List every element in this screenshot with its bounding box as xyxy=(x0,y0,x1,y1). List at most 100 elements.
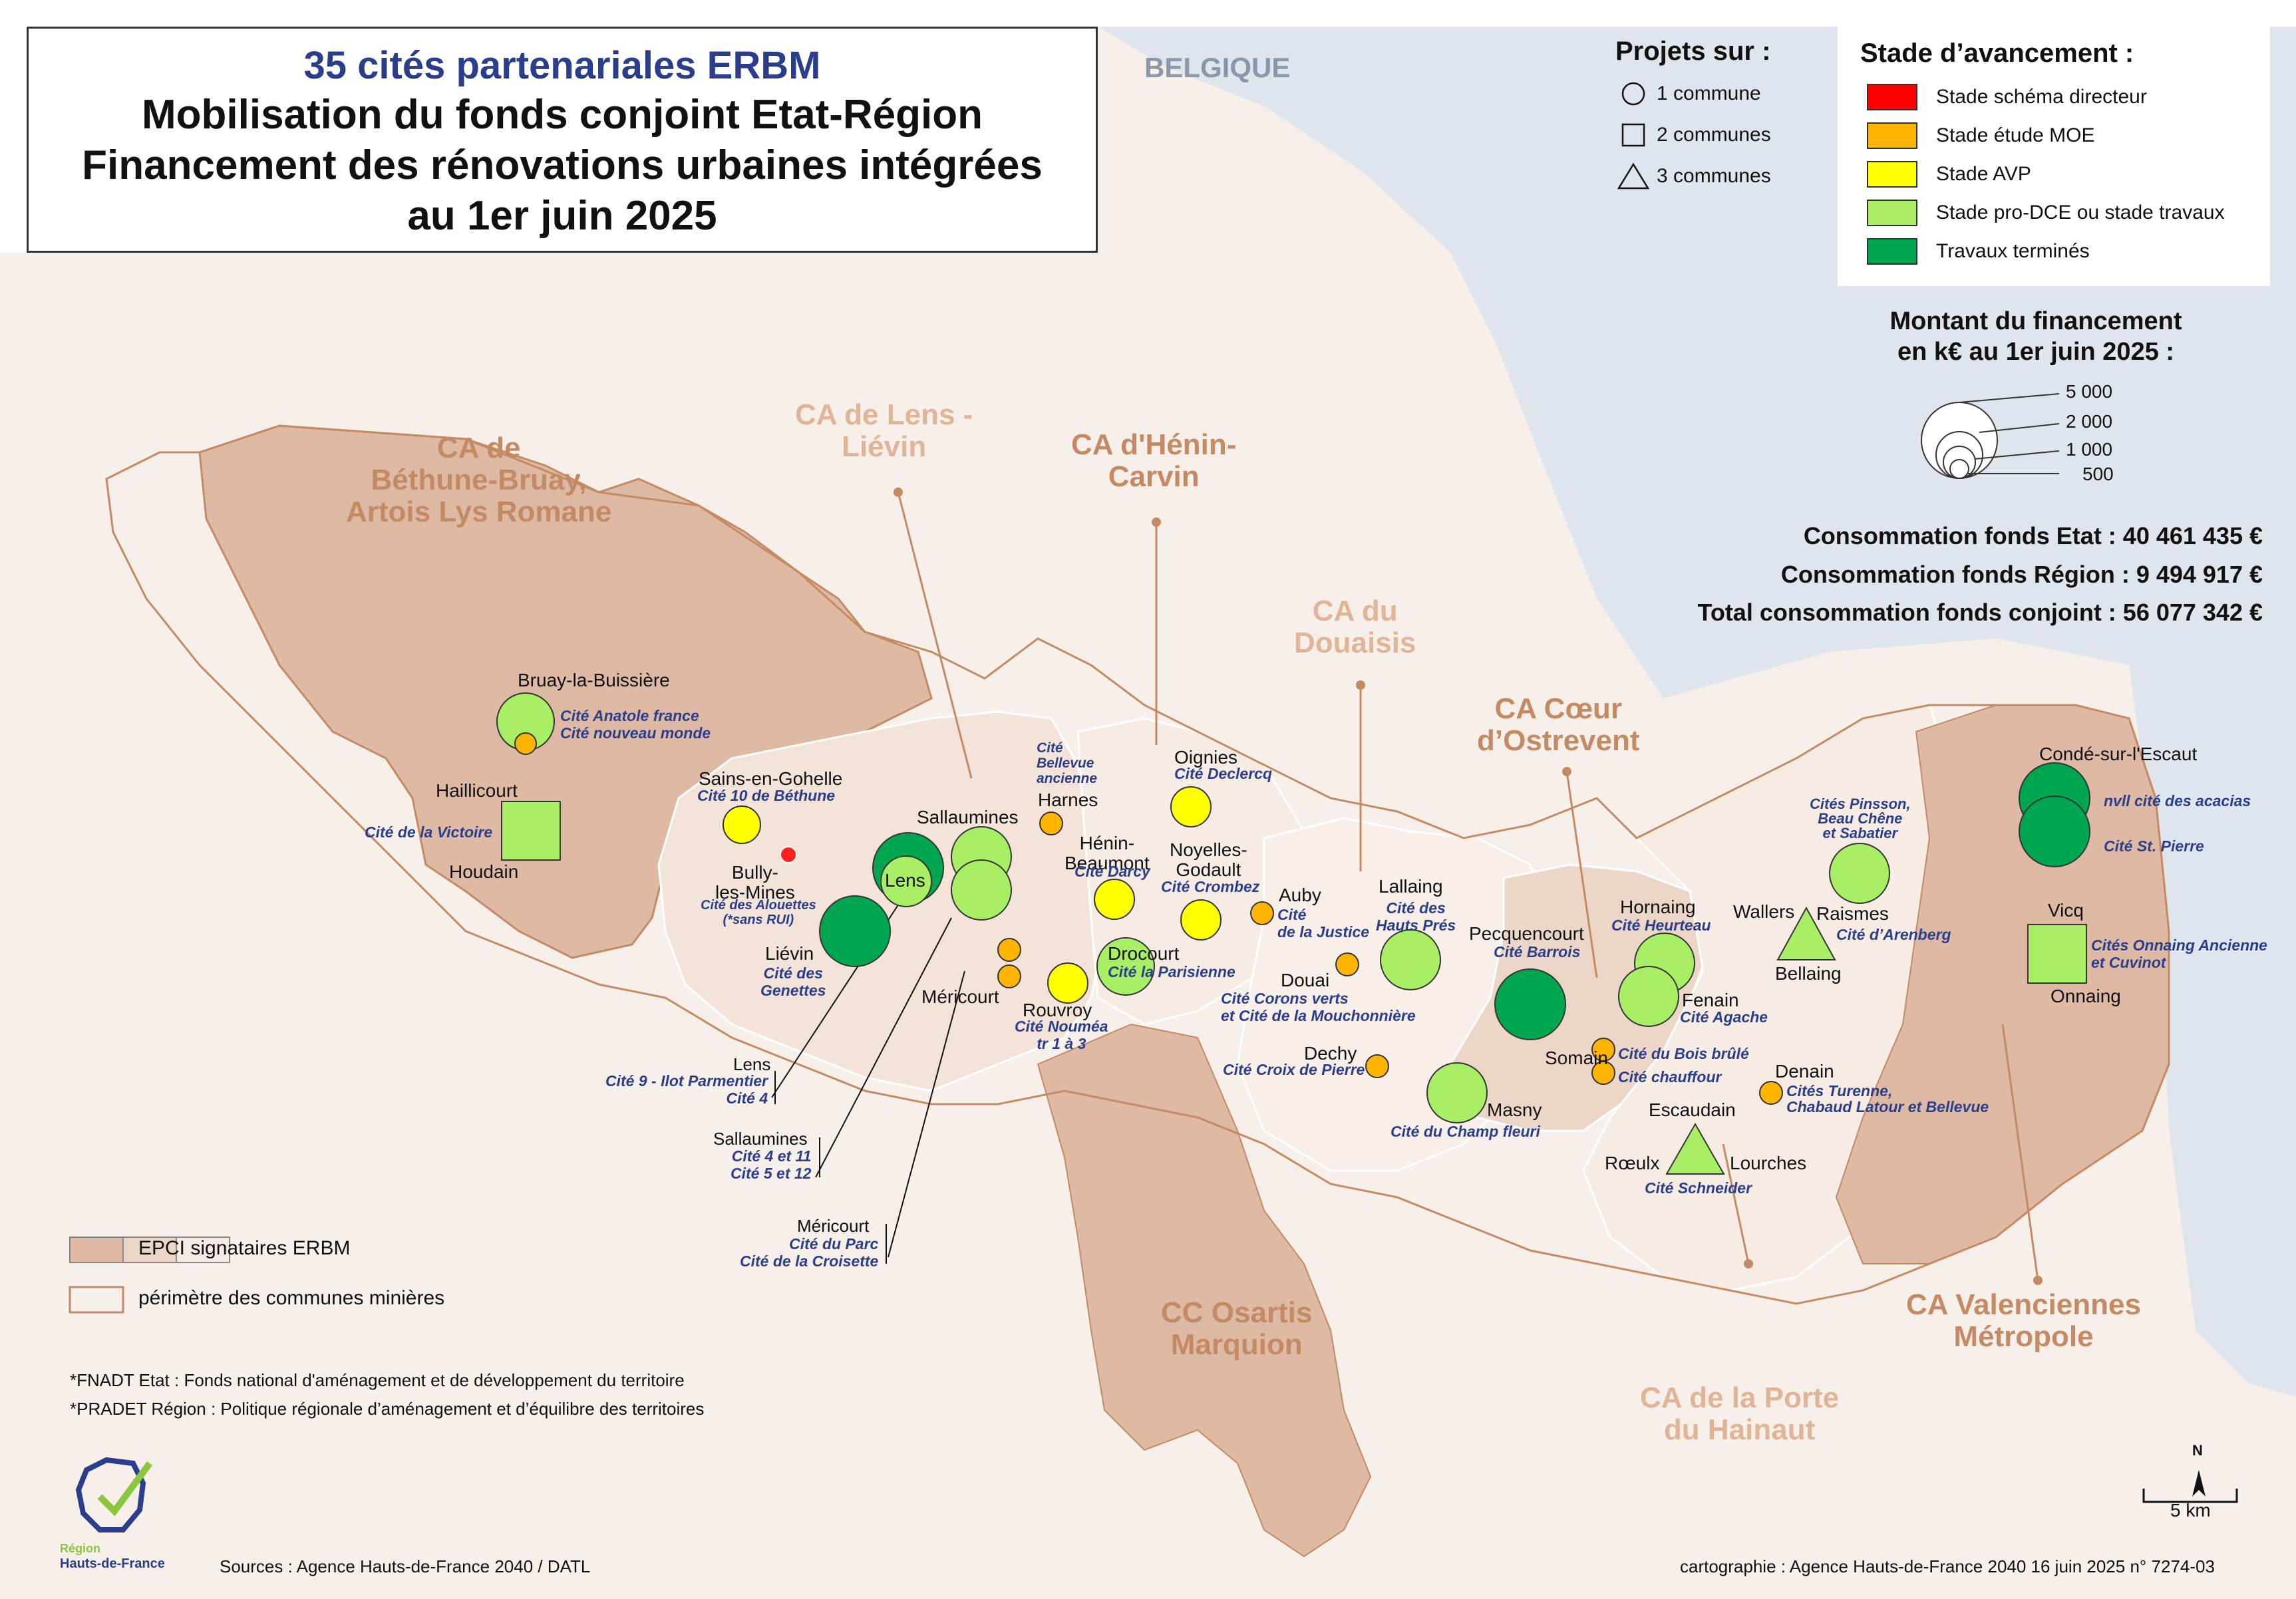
projets-item-label: 3 communes xyxy=(1657,165,1771,187)
marker-harnes xyxy=(1039,811,1063,835)
cite-label: Cité de la Victoire xyxy=(365,823,493,841)
montant-circles xyxy=(1921,402,1998,479)
callout-cites: Cité 9 - Ilot Parmentier Cité 4 xyxy=(605,1072,768,1107)
city-label: Douai xyxy=(1281,970,1330,990)
cite-label: Cités Pinsson, Beau Chêne et Sabatier xyxy=(1810,796,1911,841)
city-label: Hornaing xyxy=(1620,897,1696,917)
callout-city: Méricourt xyxy=(797,1216,870,1236)
stade-legend: Stade d’avancement : Stade schéma direct… xyxy=(1838,27,2270,286)
stade-item: Stade AVP xyxy=(1867,155,2270,194)
perimeter-swatch xyxy=(69,1286,124,1314)
montant-title-1: Montant du financement xyxy=(1889,307,2182,335)
cite-label: Cité Schneider xyxy=(1645,1179,1752,1197)
city-label: Auby xyxy=(1279,885,1321,905)
city-label: Pecquencourt xyxy=(1469,923,1584,944)
epci-ostrevent xyxy=(1449,863,1705,1132)
epci-label-lens: CA de Lens - Liévin xyxy=(795,398,973,463)
city-label: Bully- les-Mines xyxy=(715,862,795,903)
marker-rouvroy xyxy=(1047,962,1088,1004)
triangle-icon xyxy=(1610,162,1657,190)
city-label: Lallaing xyxy=(1379,876,1443,897)
fnadt-note: *FNADT Etat : Fonds national d'aménageme… xyxy=(70,1370,685,1390)
marker-henin xyxy=(1094,879,1135,920)
projets-legend: Projets sur : 1 commune 2 communes 3 com… xyxy=(1610,37,1771,197)
region-logo-icon xyxy=(75,1457,153,1532)
projets-legend-title: Projets sur : xyxy=(1615,37,1771,66)
callout-city: Lens xyxy=(733,1054,771,1074)
circle-icon xyxy=(1610,80,1657,107)
marker-lens-2 xyxy=(880,855,932,907)
stade-label: Stade AVP xyxy=(1936,163,2031,185)
callout-cites: Cité 4 et 11 Cité 5 et 12 xyxy=(731,1147,812,1182)
scale-label: 5 km xyxy=(2170,1500,2211,1521)
city-label: Wallers xyxy=(1733,901,1795,922)
stade-swatch xyxy=(1867,238,1917,265)
marker-mericourt-1 xyxy=(997,938,1021,962)
epci-lens xyxy=(657,710,1106,1092)
montant-value: 5 000 xyxy=(2066,381,2113,402)
conso-region: Consommation fonds Région : 9 494 917 € xyxy=(1780,561,2263,588)
city-label: Hénin- Beaumont xyxy=(1065,833,1150,873)
cite-label: Cité 10 de Béthune xyxy=(697,787,836,804)
cite-label: Cité Declercq xyxy=(1174,765,1273,782)
cite-label: Cité Darcy xyxy=(1074,863,1150,880)
cite-label: Cité Agache xyxy=(1680,1008,1768,1026)
city-label: Bruay-la-Buissière xyxy=(518,670,670,690)
conso-total: Total consommation fonds conjoint : 56 0… xyxy=(1697,599,2263,626)
marker-vicq xyxy=(2027,924,2087,984)
projets-item-label: 1 commune xyxy=(1657,82,1761,104)
stade-label: Stade pro-DCE ou stade travaux xyxy=(1936,202,2225,223)
marker-lallaing xyxy=(1380,929,1441,990)
callout-city: Sallaumines xyxy=(713,1129,808,1149)
city-label: Fenain xyxy=(1682,990,1739,1010)
project-symbols xyxy=(496,692,2090,1175)
conso-etat: Consommation fonds Etat : 40 461 435 € xyxy=(1803,522,2263,549)
epci-label-osartis: CC Osartis Marquion xyxy=(1161,1296,1313,1361)
epci-label-bethune: CA de Béthune-Bruay, Artois Lys Romane xyxy=(346,432,612,528)
stade-swatch xyxy=(1867,200,1917,226)
title-line2: Mobilisation du fonds conjoint Etat-Régi… xyxy=(142,92,983,138)
city-label: Denain xyxy=(1775,1061,1834,1082)
cite-label: Cité du Bois brûlé Cité chauffour xyxy=(1618,1045,1749,1086)
belgium-area xyxy=(1098,27,2296,1397)
marker-bully xyxy=(780,846,797,863)
city-label: Harnes xyxy=(1038,790,1098,810)
cite-label: nvll cité des acacias Cité St. Pierre xyxy=(2104,792,2251,855)
projets-item-3: 3 communes xyxy=(1610,156,1771,197)
city-label: Masny xyxy=(1487,1099,1542,1120)
cite-label: Cité des Alouettes (*sans RUI) xyxy=(701,898,816,927)
cite-label: Cité d’Arenberg xyxy=(1836,926,1951,943)
city-label: Condé-sur-l'Escaut xyxy=(2039,744,2198,764)
stade-swatch xyxy=(1867,122,1917,149)
marker-lievin xyxy=(819,895,891,967)
cite-label: Cité des Genettes xyxy=(760,964,826,999)
marker-masny xyxy=(1426,1062,1488,1123)
montant-leaders xyxy=(1959,393,2060,474)
cite-label: Cités Onnaing Ancienne et Cuvinot xyxy=(2091,937,2267,971)
callout-cites: Cité du Parc Cité de la Croisette xyxy=(740,1235,879,1270)
cite-label: Cité Anatole france Cité nouveau monde xyxy=(560,707,711,742)
city-label: Liévin xyxy=(765,943,814,964)
marker-raismes xyxy=(1829,843,1890,904)
marker-mericourt-2 xyxy=(997,964,1021,988)
city-label: Dechy xyxy=(1304,1043,1357,1064)
title-box: 35 cités partenariales ERBM Mobilisation… xyxy=(27,27,1098,253)
marker-noyelles xyxy=(1180,899,1222,941)
epci-label-douaisis: CA du Douaisis xyxy=(1294,595,1416,659)
city-label: Somain xyxy=(1545,1048,1608,1068)
cite-label: Cité Nouméa tr 1 à 3 xyxy=(1015,1018,1108,1052)
montant-legend-title: Montant du financement en k€ au 1er juin… xyxy=(1810,306,2262,367)
cite-label: Cité Heurteau xyxy=(1611,917,1711,934)
stade-item: Stade schéma directeur xyxy=(1867,78,2270,116)
city-label: Sains-en-Gohelle xyxy=(699,768,843,789)
logo-line1: Région xyxy=(60,1542,100,1555)
stade-swatch xyxy=(1867,84,1917,110)
city-label: Rouvroy xyxy=(1023,1000,1092,1020)
marker-sains xyxy=(723,805,761,844)
montant-value: 500 xyxy=(2082,464,2114,484)
marker-somain-2 xyxy=(1591,1061,1615,1085)
projets-item-1: 1 commune xyxy=(1610,73,1771,114)
legend-epci-label: EPCI signataires ERBM xyxy=(138,1237,351,1259)
logo-line2: Hauts-de-France xyxy=(60,1556,165,1571)
marker-conde-2 xyxy=(2019,796,2090,867)
